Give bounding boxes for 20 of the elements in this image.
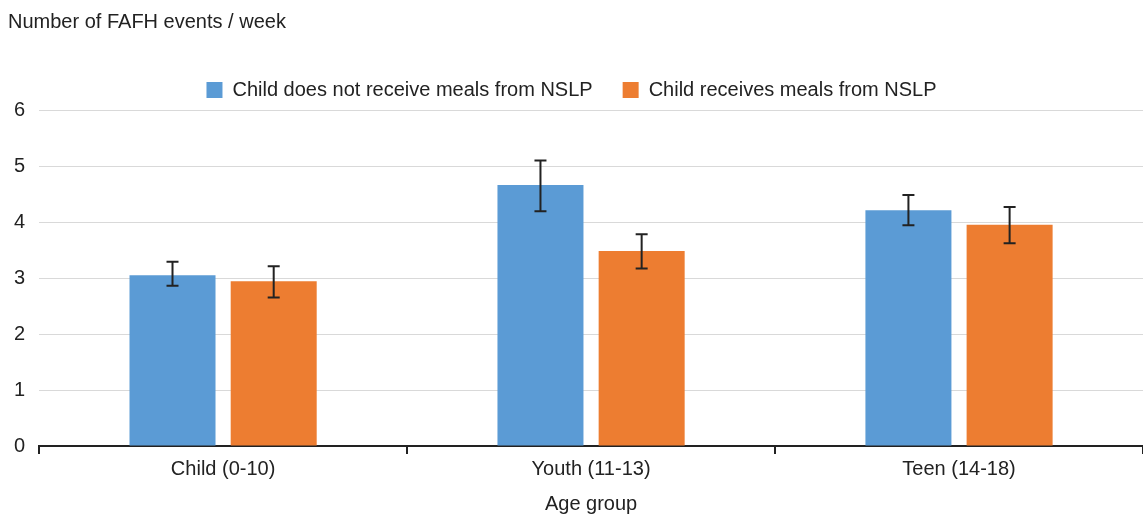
legend-label: Child receives meals from NSLP — [648, 77, 937, 100]
y-tick-label: 4 — [14, 209, 26, 232]
bar — [497, 185, 584, 446]
legend-label: Child does not receive meals from NSLP — [232, 77, 593, 100]
x-axis-title: Age group — [544, 491, 638, 514]
y-tick-label: 1 — [14, 377, 26, 400]
bar — [230, 281, 317, 446]
y-tick-label: 2 — [14, 321, 26, 344]
x-tick-label: Child (0-10) — [170, 456, 276, 479]
x-tick-label: Youth (11-13) — [531, 456, 651, 479]
y-tick-label: 3 — [14, 265, 26, 288]
bar — [966, 224, 1053, 446]
bar — [865, 210, 952, 446]
x-tick-label: Teen (14-18) — [902, 456, 1016, 479]
y-tick-label: 6 — [14, 97, 26, 120]
y-axis-title: Number of FAFH events / week — [8, 10, 286, 33]
bar — [598, 251, 685, 446]
y-tick-label: 0 — [14, 433, 26, 456]
y-tick-label: 5 — [14, 153, 26, 176]
bar — [129, 275, 216, 446]
